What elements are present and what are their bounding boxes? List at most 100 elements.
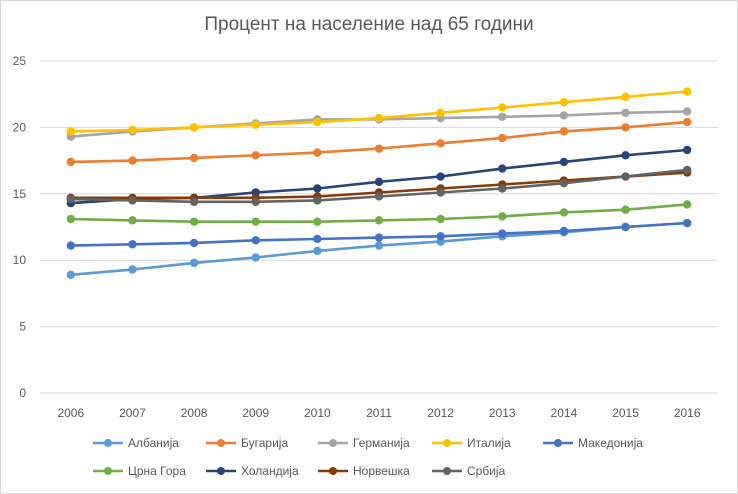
data-point [682,107,692,116]
x-tick-label: 2007 [119,406,146,420]
legend-item: Италија [432,436,511,450]
data-point [66,214,76,224]
data-point [128,240,137,249]
series-5 [66,218,692,250]
data-point [498,133,507,143]
data-point [436,108,445,117]
chart-title: Процент на население над 65 години [204,14,534,35]
data-point [66,127,76,136]
data-point [374,216,384,225]
data-point [313,234,322,244]
data-point [498,112,507,121]
legend-label: Албанија [128,436,179,450]
data-point [313,246,322,256]
x-tick-label: 2012 [427,406,454,420]
y-tick-label: 20 [13,120,27,134]
x-tick-label: 2014 [551,406,578,420]
data-point [436,188,445,197]
legend-item: Холандија [206,464,299,478]
legend-label: Бугарија [241,436,288,450]
data-point [374,192,384,201]
data-point [682,87,692,96]
x-axis-tick-labels: 2006 2007 2008 2009 2010 2011 2012 2013 2014 2015… [57,406,700,420]
legend-label: Холандија [241,464,299,478]
legend-item: Германија [318,436,410,450]
y-tick-label: 15 [13,187,27,201]
data-point [559,208,569,217]
data-point [189,238,199,248]
data-point [682,200,692,209]
series-4 [66,87,692,136]
data-point [436,172,445,181]
data-point [621,205,630,214]
data-point [682,145,692,155]
series-9 [66,165,692,206]
series-2 [66,117,692,167]
legend-item: Црна Гора [93,464,186,478]
data-point [128,196,137,205]
series-3 [66,107,692,141]
data-point [374,233,384,242]
data-point [251,217,260,226]
data-point [251,120,260,129]
data-point [559,226,569,236]
gridlines [40,60,718,394]
data-point [621,123,630,132]
data-point [559,97,569,107]
legend-label: Норвешка [353,464,410,478]
data-point [374,113,384,123]
data-point [189,217,199,226]
data-point [682,117,692,127]
x-tick-label: 2008 [181,406,208,420]
legend-item: Србија [432,464,506,478]
data-point [498,164,507,173]
legend-label: Македонија [578,436,643,450]
data-point [251,253,260,262]
y-axis-tick-labels: 0 5 10 15 20 25 [13,54,27,400]
legend-swatch-marker [443,439,451,447]
x-tick-label: 2006 [57,406,84,420]
data-point [682,165,692,175]
legend-swatch-marker [217,439,225,447]
data-point [66,270,76,280]
legend-item: Албанија [93,436,179,450]
data-point [189,153,199,163]
data-point [128,216,137,225]
data-point [313,217,322,226]
data-point [621,222,630,232]
data-point [559,127,569,136]
legend-label: Италија [467,436,511,450]
legend-label: Србија [467,464,506,478]
data-point [498,229,507,238]
legend-swatch-marker [554,439,562,447]
data-point [374,177,384,187]
legend-item: Македонија [543,436,643,450]
x-tick-label: 2010 [304,406,331,420]
y-tick-label: 0 [19,386,26,400]
data-point [313,148,322,157]
data-point [436,214,445,224]
x-tick-label: 2011 [366,406,392,420]
x-tick-label: 2015 [612,406,639,420]
data-point [559,111,569,120]
legend-swatch-marker [329,439,337,447]
data-point [128,125,137,135]
data-point [313,196,322,205]
y-tick-label: 25 [13,54,27,68]
y-tick-label: 5 [19,320,26,334]
data-point [66,241,76,250]
x-tick-label: 2016 [674,406,701,420]
series-line [69,90,689,133]
data-point [621,172,630,181]
series-group [66,87,692,280]
legend: Албанија Бугарија Германија Италија Македони… [93,436,643,478]
data-point [498,184,507,193]
data-point [251,236,260,245]
legend-swatch-marker [104,439,112,447]
data-point [682,218,692,228]
data-point [251,151,260,160]
data-point [559,157,569,167]
legend-label: Германија [353,436,410,450]
data-point [436,232,445,241]
legend-item: Норвешка [318,464,410,478]
